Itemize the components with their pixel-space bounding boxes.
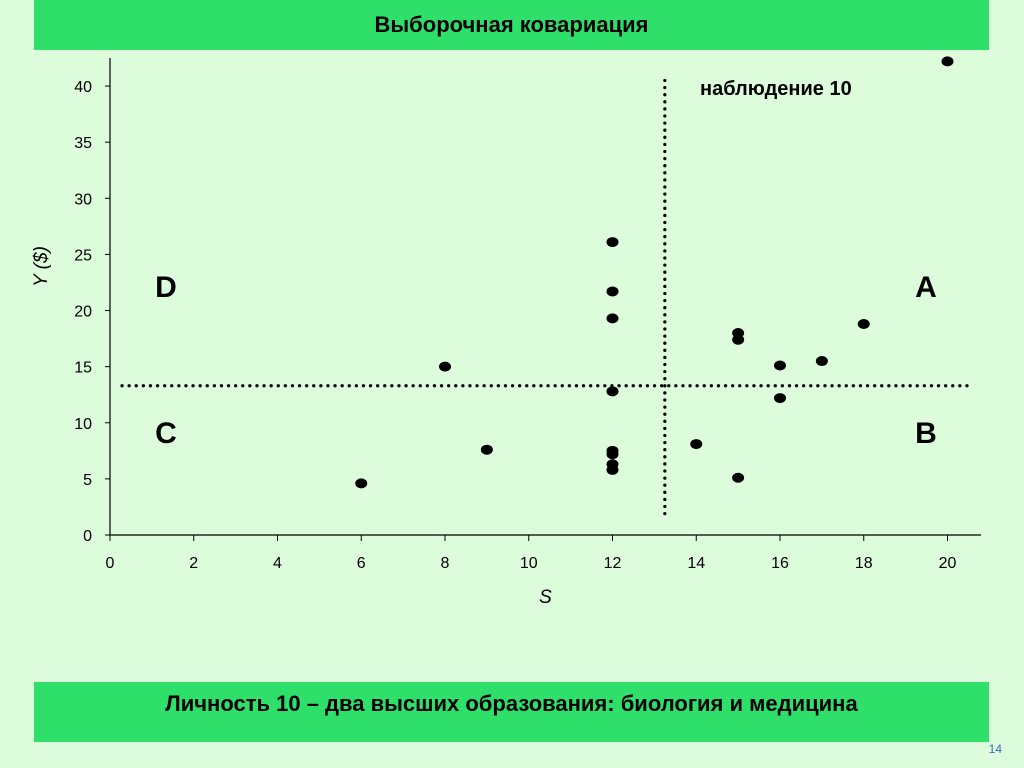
mean-guides bbox=[120, 78, 972, 520]
y-tick-label: 25 bbox=[74, 247, 92, 264]
data-point bbox=[606, 449, 619, 460]
data-point bbox=[480, 444, 493, 455]
y-axis-title: Y ($) bbox=[31, 246, 52, 287]
y-tick-label: 30 bbox=[74, 191, 92, 208]
chart-axes bbox=[109, 58, 981, 536]
observation-10-annotation: наблюдение 10 bbox=[700, 78, 852, 100]
data-points bbox=[355, 56, 954, 489]
x-tick-label: 8 bbox=[441, 555, 450, 572]
data-point bbox=[606, 286, 619, 297]
x-tick-label: 10 bbox=[520, 555, 538, 572]
chart-ticks: 0 5 10 15 20 25 30 35 40 0 2 4 6 8 10 12 14 16 18 20 bbox=[74, 79, 956, 572]
y-tick-label: 20 bbox=[74, 304, 92, 321]
y-tick-label: 0 bbox=[83, 528, 92, 545]
data-point bbox=[774, 393, 786, 404]
data-point bbox=[774, 360, 786, 371]
data-point bbox=[606, 313, 619, 324]
data-point bbox=[606, 386, 619, 397]
quadrant-label-b: B bbox=[915, 417, 937, 450]
x-tick-label: 0 bbox=[106, 555, 115, 572]
x-tick-label: 12 bbox=[604, 555, 622, 572]
data-point bbox=[606, 464, 619, 475]
x-tick-label: 2 bbox=[189, 555, 198, 572]
data-point bbox=[941, 56, 954, 67]
x-tick-label: 18 bbox=[855, 555, 873, 572]
x-tick-label: 14 bbox=[687, 555, 705, 572]
title-banner: Выборочная ковариация bbox=[34, 0, 989, 50]
data-point bbox=[732, 334, 745, 345]
data-point bbox=[606, 237, 619, 248]
quadrant-label-d: D bbox=[155, 271, 177, 304]
data-point bbox=[355, 478, 368, 489]
y-tick-label: 35 bbox=[74, 135, 92, 152]
y-tick-label: 5 bbox=[83, 472, 92, 489]
footer-caption: Личность 10 – два высших образования: би… bbox=[165, 691, 858, 716]
y-tick-label: 15 bbox=[74, 360, 92, 377]
x-tick-label: 20 bbox=[939, 555, 957, 572]
data-point bbox=[439, 361, 451, 372]
data-point bbox=[815, 356, 828, 367]
data-point bbox=[732, 472, 745, 483]
data-point bbox=[857, 318, 870, 329]
x-tick-label: 16 bbox=[771, 555, 789, 572]
footer-banner: Личность 10 – два высших образования: би… bbox=[34, 682, 989, 742]
slide-title: Выборочная ковариация bbox=[374, 12, 649, 37]
quadrant-label-a: A bbox=[915, 271, 937, 304]
page-number: 14 bbox=[988, 742, 1002, 756]
y-tick-label: 10 bbox=[74, 416, 92, 433]
x-axis-title: S bbox=[539, 587, 552, 608]
quadrant-label-c: C bbox=[155, 417, 177, 450]
y-tick-label: 40 bbox=[74, 79, 92, 96]
data-point bbox=[690, 439, 703, 450]
x-tick-label: 4 bbox=[273, 555, 282, 572]
x-tick-label: 6 bbox=[357, 555, 366, 572]
